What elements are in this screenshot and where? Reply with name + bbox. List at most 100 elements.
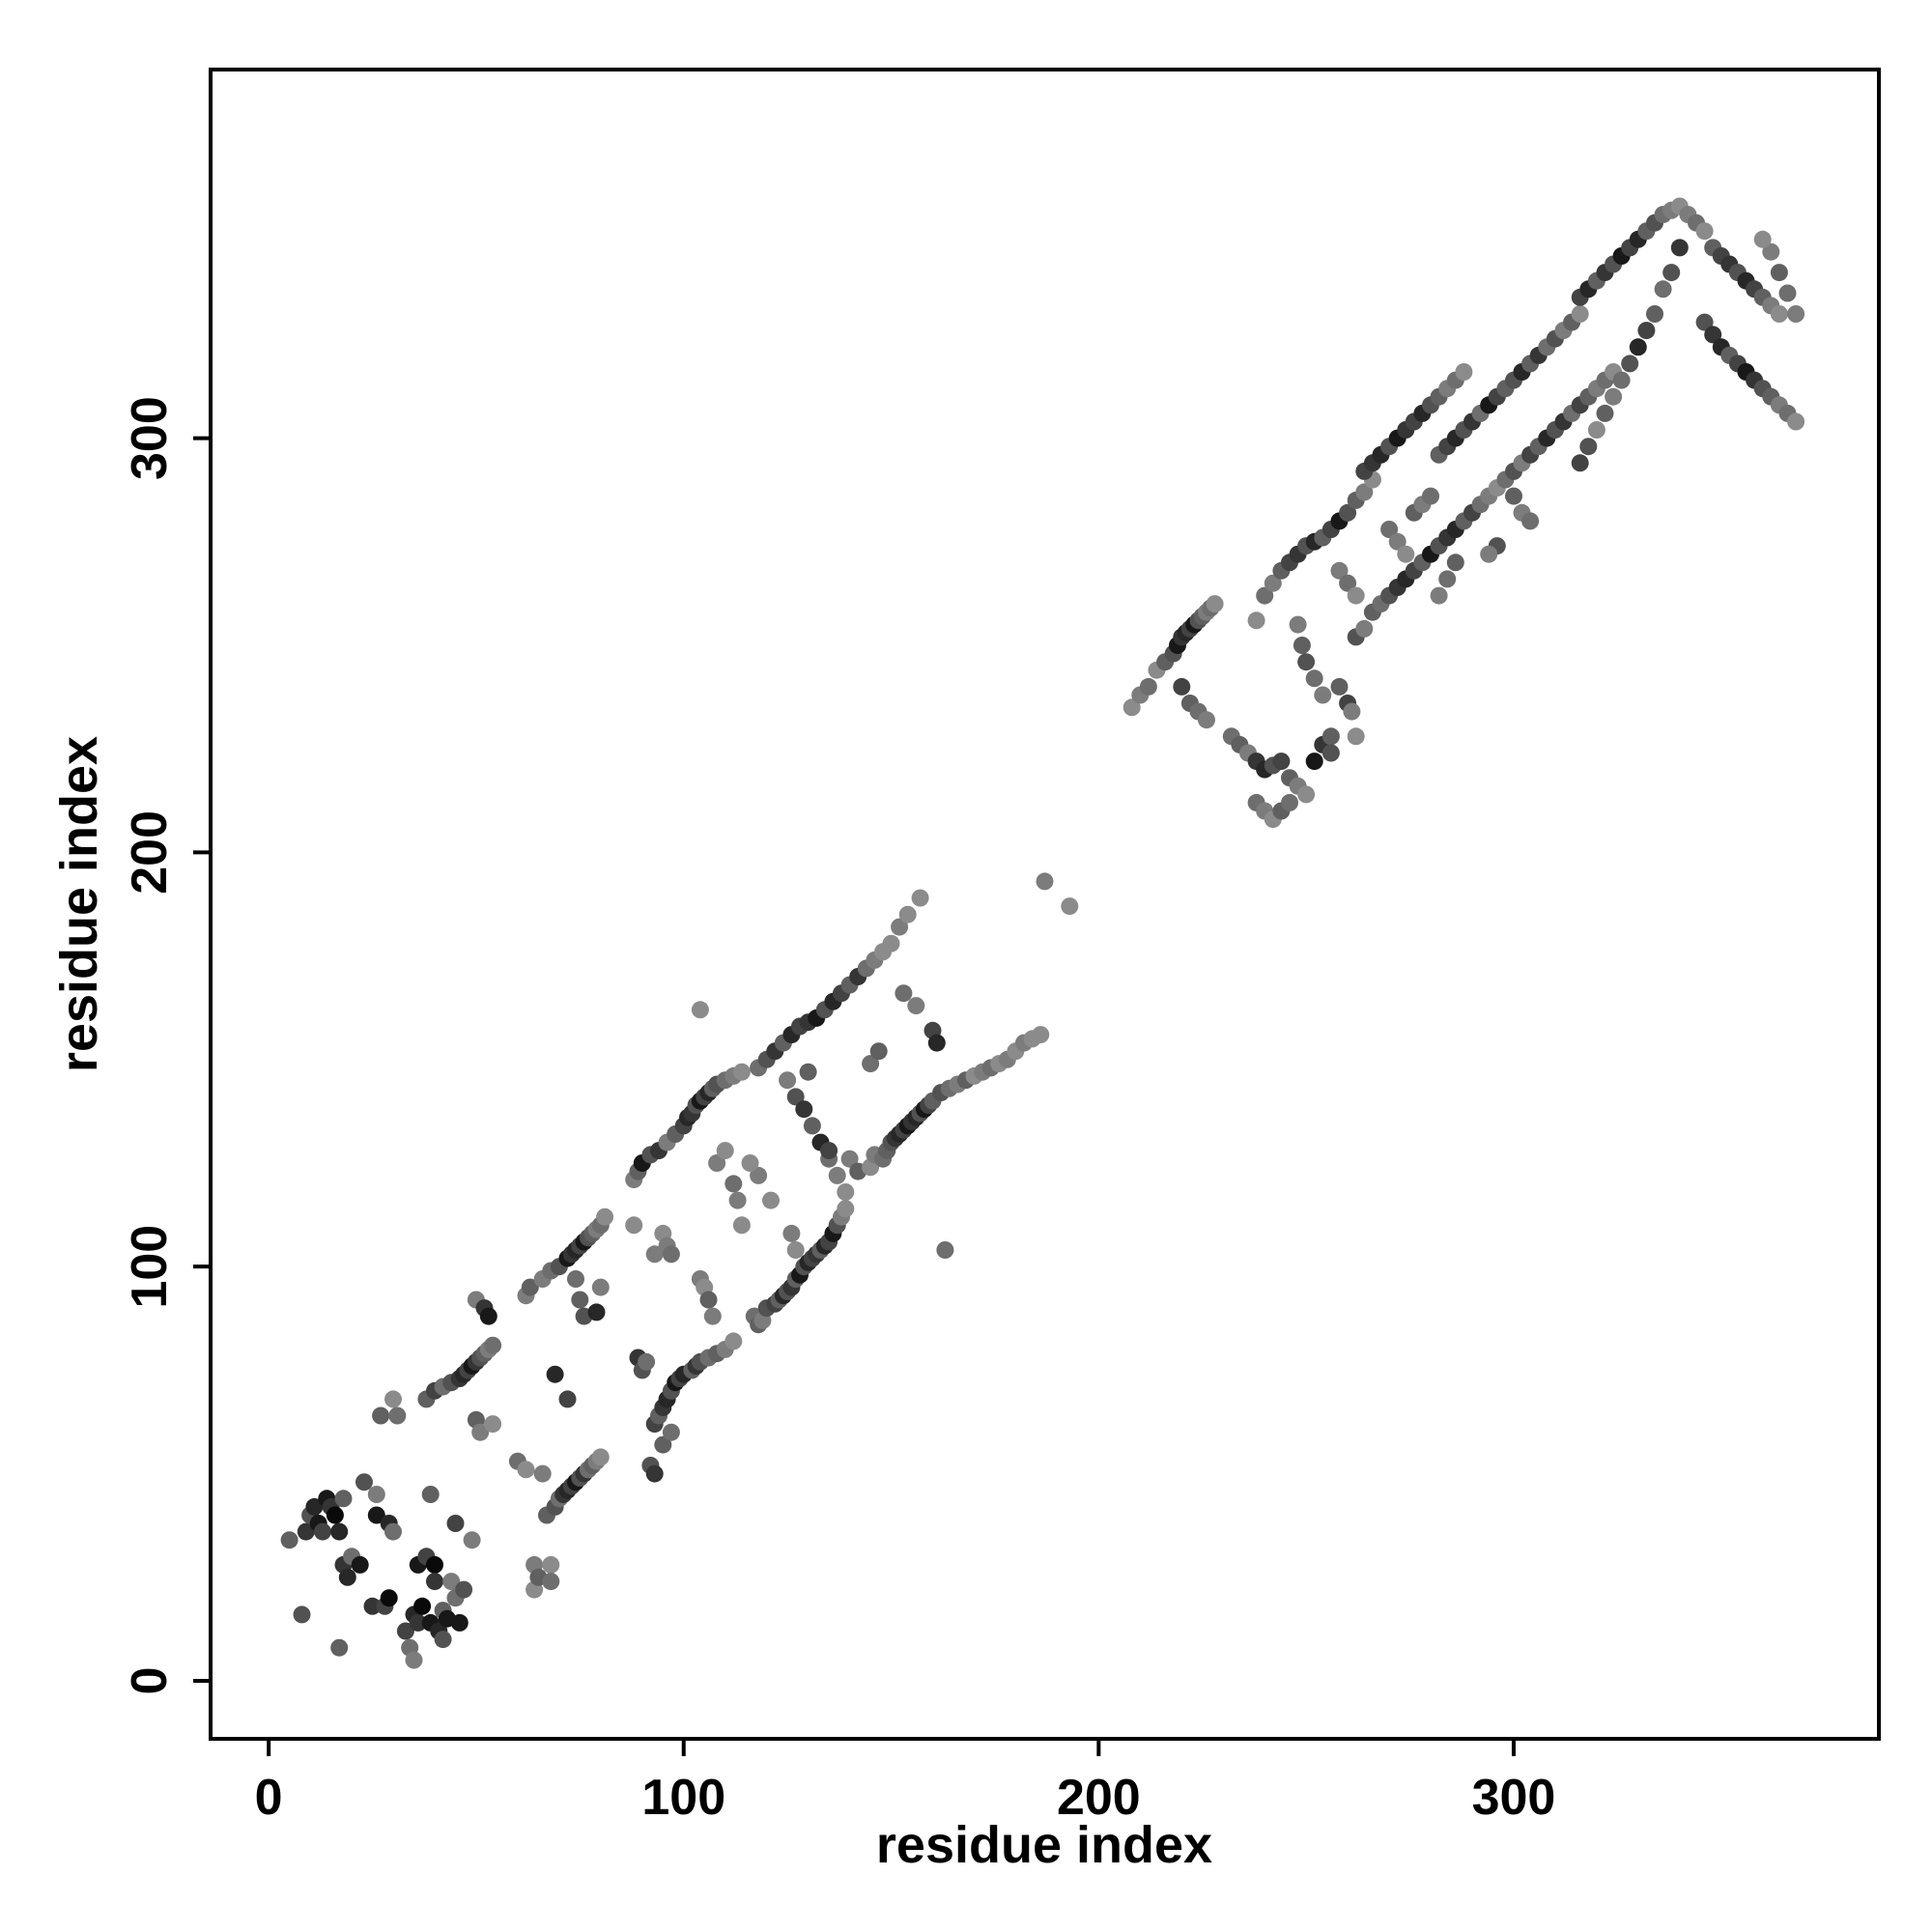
data-point <box>1206 595 1224 613</box>
data-point <box>1695 222 1714 241</box>
data-point <box>446 1515 465 1532</box>
data-point <box>517 1461 535 1479</box>
data-point <box>1571 454 1589 472</box>
y-axis: 0 100 200 300 <box>122 396 211 1694</box>
data-point <box>1321 727 1340 746</box>
data-point <box>542 1573 560 1591</box>
data-point <box>533 1464 552 1483</box>
data-point <box>1521 512 1540 530</box>
data-point <box>1347 586 1365 605</box>
data-point <box>911 889 929 907</box>
data-point <box>741 1154 759 1172</box>
data-point <box>1330 677 1349 696</box>
data-point <box>305 1497 324 1516</box>
data-point <box>355 1473 373 1492</box>
data-point <box>1264 574 1282 592</box>
data-point <box>662 1423 680 1441</box>
data-point <box>1339 574 1357 592</box>
data-point <box>786 1241 805 1259</box>
data-point <box>396 1622 414 1640</box>
data-point <box>1762 242 1780 261</box>
data-point <box>297 1522 315 1541</box>
data-point <box>750 1166 768 1184</box>
data-point <box>724 1175 743 1193</box>
data-point <box>795 1100 813 1119</box>
y-tick-label: 100 <box>122 1225 178 1309</box>
data-point <box>1621 355 1639 373</box>
data-point <box>367 1486 385 1503</box>
data-point <box>558 1390 577 1408</box>
data-point <box>762 1191 780 1209</box>
data-point <box>1704 326 1722 344</box>
data-point <box>330 1638 349 1657</box>
data-point <box>426 1555 443 1574</box>
data-point <box>1297 785 1316 804</box>
data-point <box>1061 897 1079 916</box>
y-tick-label: 200 <box>122 810 178 895</box>
data-point <box>716 1142 734 1160</box>
data-point <box>293 1605 311 1624</box>
x-axis-label: residue index <box>876 1816 1212 1874</box>
x-tick-label: 100 <box>641 1770 725 1826</box>
data-point <box>1314 686 1332 704</box>
data-point <box>571 1291 589 1309</box>
data-point <box>1455 363 1473 381</box>
data-point <box>1256 586 1274 605</box>
x-tick-label: 0 <box>255 1770 283 1826</box>
data-point <box>638 1352 656 1371</box>
data-point <box>1787 412 1805 431</box>
data-point <box>591 1278 610 1296</box>
data-point <box>1662 264 1681 282</box>
data-point <box>732 1063 751 1081</box>
data-point <box>596 1208 614 1226</box>
data-point <box>691 1001 709 1019</box>
data-point <box>1321 744 1340 762</box>
data-point <box>587 1303 606 1321</box>
data-point <box>869 1042 888 1061</box>
data-point <box>334 1490 353 1508</box>
data-point <box>779 1071 797 1090</box>
data-point <box>1629 338 1647 356</box>
data-point <box>521 1278 539 1296</box>
data-point <box>882 934 900 952</box>
data-point <box>1330 561 1349 580</box>
data-point <box>1272 753 1291 771</box>
data-point <box>372 1406 390 1425</box>
data-point <box>840 1150 859 1168</box>
data-point <box>1770 305 1788 323</box>
data-point <box>837 1200 855 1218</box>
data-point <box>388 1406 407 1425</box>
data-point <box>837 1183 855 1201</box>
data-point <box>799 1063 817 1081</box>
data-point <box>732 1216 751 1235</box>
data-point <box>891 918 909 936</box>
data-point <box>1422 487 1439 505</box>
data-point <box>1388 532 1406 551</box>
data-point <box>728 1191 747 1209</box>
data-point <box>384 1522 402 1541</box>
data-point <box>484 1336 502 1354</box>
data-point <box>330 1522 349 1541</box>
data-point <box>546 1365 564 1383</box>
data-point <box>384 1390 402 1408</box>
data-point <box>1654 280 1672 298</box>
data-point <box>405 1651 423 1669</box>
data-point <box>1753 230 1772 248</box>
data-point <box>463 1531 481 1549</box>
data-point <box>1446 554 1464 572</box>
data-point <box>1605 387 1623 406</box>
y-tick-label: 300 <box>122 396 178 480</box>
data-point <box>907 997 925 1015</box>
data-point <box>1596 404 1614 422</box>
data-point <box>450 1613 469 1632</box>
data-point <box>1612 371 1631 389</box>
data-point <box>1695 313 1714 331</box>
data-point <box>1173 677 1191 696</box>
data-point <box>1355 483 1374 501</box>
data-point <box>828 1166 846 1184</box>
y-axis-label: residue index <box>50 736 108 1072</box>
data-point <box>1281 793 1298 811</box>
data-point <box>1579 438 1598 456</box>
data-point <box>421 1486 440 1503</box>
